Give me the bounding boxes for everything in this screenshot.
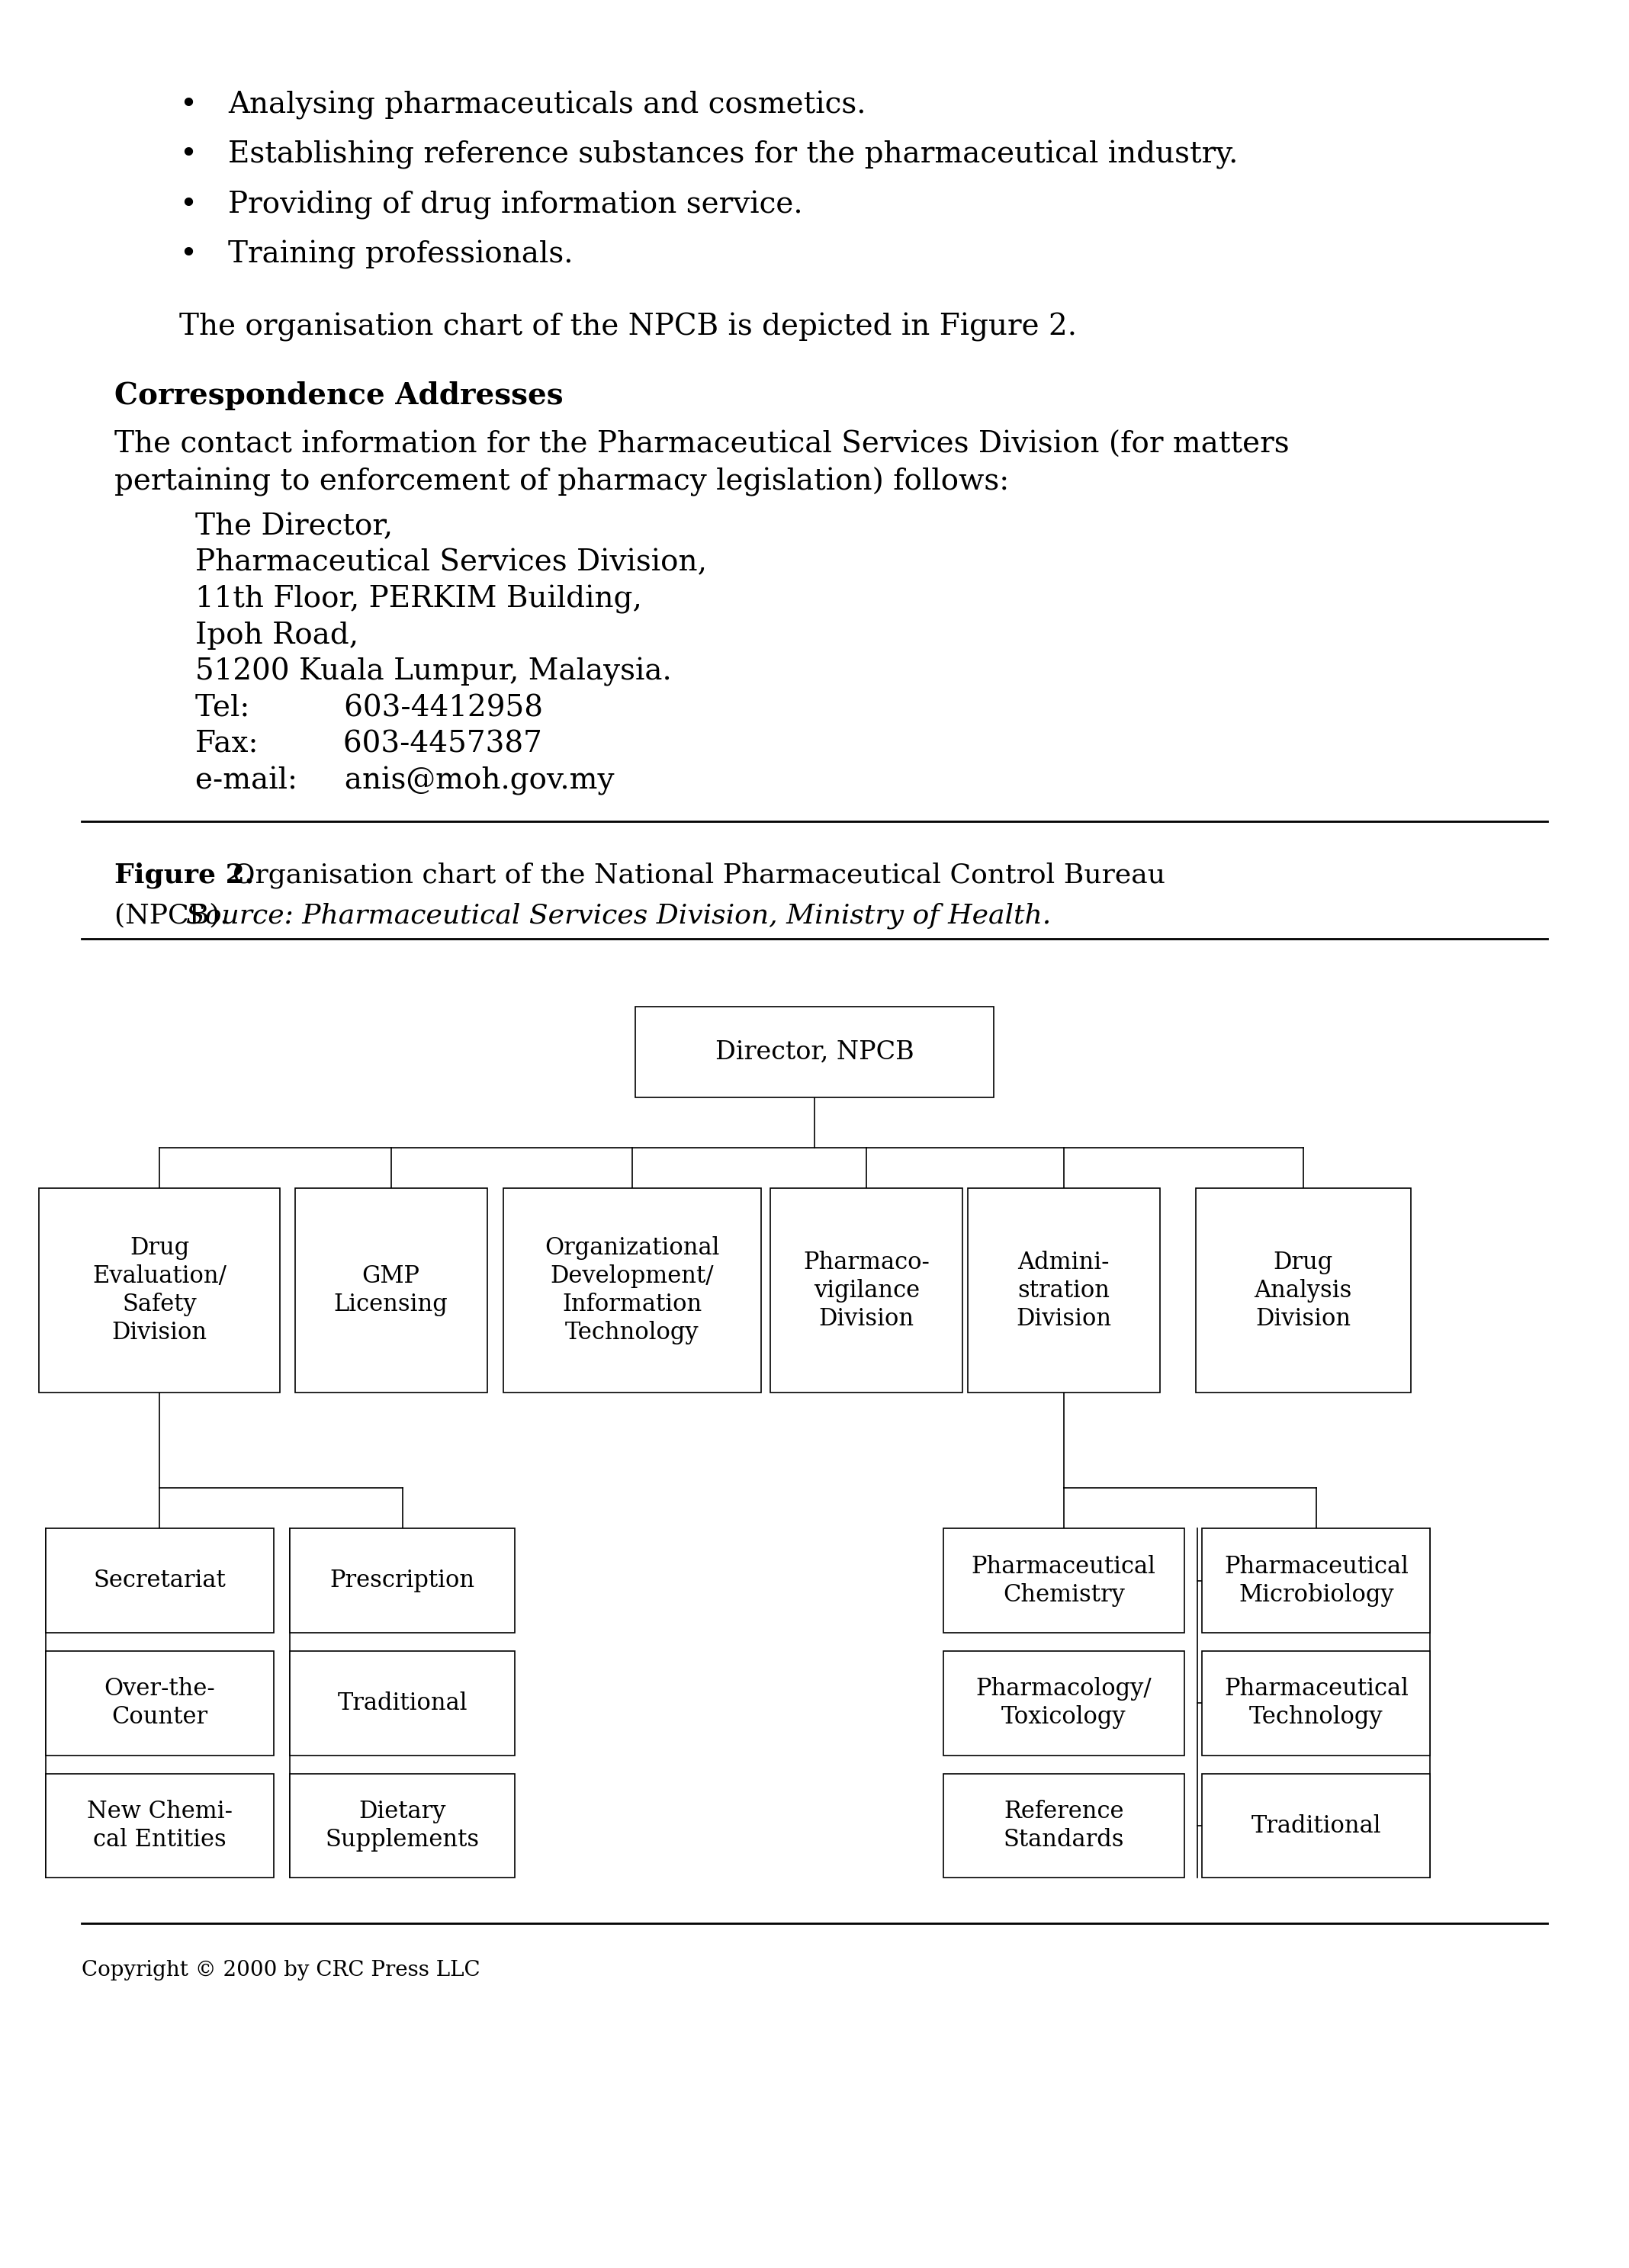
Text: Source: Pharmaceutical Services Division, Ministry of Health.: Source: Pharmaceutical Services Division…	[186, 903, 1051, 930]
Text: The Director,: The Director,	[195, 513, 393, 540]
Text: Prescription: Prescription	[329, 1569, 476, 1592]
Text: 51200 Kuala Lumpur, Malaysia.: 51200 Kuala Lumpur, Malaysia.	[195, 658, 671, 687]
FancyBboxPatch shape	[1196, 1188, 1411, 1393]
Text: Organisation chart of the National Pharmaceutical Control Bureau: Organisation chart of the National Pharm…	[215, 862, 1165, 889]
FancyBboxPatch shape	[46, 1529, 274, 1633]
Text: •: •	[179, 91, 197, 118]
Text: •: •	[179, 191, 197, 218]
Text: Tel:          603-4412958: Tel: 603-4412958	[195, 694, 542, 721]
Text: (NPCB).: (NPCB).	[114, 903, 238, 928]
FancyBboxPatch shape	[503, 1188, 761, 1393]
FancyBboxPatch shape	[290, 1774, 515, 1878]
FancyBboxPatch shape	[46, 1651, 274, 1755]
FancyBboxPatch shape	[290, 1529, 515, 1633]
FancyBboxPatch shape	[295, 1188, 487, 1393]
Text: Pharmacology/
Toxicology: Pharmacology/ Toxicology	[976, 1678, 1152, 1728]
Text: Figure 2.: Figure 2.	[114, 862, 254, 889]
Text: Copyright © 2000 by CRC Press LLC: Copyright © 2000 by CRC Press LLC	[81, 1960, 481, 1980]
FancyBboxPatch shape	[968, 1188, 1160, 1393]
Text: Organizational
Development/
Information
Technology: Organizational Development/ Information …	[544, 1236, 720, 1345]
Text: Pharmaco-
vigilance
Division: Pharmaco- vigilance Division	[803, 1250, 930, 1331]
Text: Analysing pharmaceuticals and cosmetics.: Analysing pharmaceuticals and cosmetics.	[228, 91, 867, 120]
FancyBboxPatch shape	[1202, 1529, 1430, 1633]
Text: Establishing reference substances for the pharmaceutical industry.: Establishing reference substances for th…	[228, 141, 1238, 170]
Text: •: •	[179, 141, 197, 168]
FancyBboxPatch shape	[635, 1007, 994, 1098]
Text: Traditional: Traditional	[337, 1692, 468, 1715]
Text: e-mail:     anis@moh.gov.my: e-mail: anis@moh.gov.my	[195, 767, 614, 796]
Text: Providing of drug information service.: Providing of drug information service.	[228, 191, 803, 220]
Text: Training professionals.: Training professionals.	[228, 240, 573, 270]
Text: Over-the-
Counter: Over-the- Counter	[104, 1678, 215, 1728]
Text: Traditional: Traditional	[1251, 1814, 1381, 1837]
FancyBboxPatch shape	[943, 1774, 1184, 1878]
FancyBboxPatch shape	[290, 1651, 515, 1755]
Text: GMP
Licensing: GMP Licensing	[334, 1266, 448, 1315]
FancyBboxPatch shape	[943, 1529, 1184, 1633]
Text: Fax:         603-4457387: Fax: 603-4457387	[195, 730, 542, 758]
Text: Drug
Evaluation/
Safety
Division: Drug Evaluation/ Safety Division	[93, 1236, 226, 1345]
Text: Director, NPCB: Director, NPCB	[715, 1041, 914, 1064]
Text: Pharmaceutical
Technology: Pharmaceutical Technology	[1223, 1678, 1409, 1728]
Text: 11th Floor, PERKIM Building,: 11th Floor, PERKIM Building,	[195, 585, 642, 615]
FancyBboxPatch shape	[771, 1188, 963, 1393]
Text: Ipoh Road,: Ipoh Road,	[195, 621, 358, 649]
Text: The contact information for the Pharmaceutical Services Division (for matters: The contact information for the Pharmace…	[114, 431, 1289, 458]
Text: Drug
Analysis
Division: Drug Analysis Division	[1254, 1250, 1352, 1331]
Text: The organisation chart of the NPCB is depicted in Figure 2.: The organisation chart of the NPCB is de…	[179, 313, 1077, 342]
FancyBboxPatch shape	[39, 1188, 280, 1393]
Text: •: •	[179, 240, 197, 268]
Text: Dietary
Supplements: Dietary Supplements	[326, 1801, 479, 1851]
Text: pertaining to enforcement of pharmacy legislation) follows:: pertaining to enforcement of pharmacy le…	[114, 467, 1008, 497]
Text: Pharmaceutical
Microbiology: Pharmaceutical Microbiology	[1223, 1556, 1409, 1606]
FancyBboxPatch shape	[1202, 1651, 1430, 1755]
Text: Pharmaceutical
Chemistry: Pharmaceutical Chemistry	[971, 1556, 1157, 1606]
Text: New Chemi-
cal Entities: New Chemi- cal Entities	[86, 1801, 233, 1851]
Text: Admini-
stration
Division: Admini- stration Division	[1016, 1250, 1111, 1331]
FancyBboxPatch shape	[943, 1651, 1184, 1755]
Text: Correspondence Addresses: Correspondence Addresses	[114, 381, 564, 411]
Text: Reference
Standards: Reference Standards	[1003, 1801, 1124, 1851]
Text: Pharmaceutical Services Division,: Pharmaceutical Services Division,	[195, 549, 707, 576]
FancyBboxPatch shape	[46, 1774, 274, 1878]
FancyBboxPatch shape	[1202, 1774, 1430, 1878]
Text: Secretariat: Secretariat	[93, 1569, 226, 1592]
